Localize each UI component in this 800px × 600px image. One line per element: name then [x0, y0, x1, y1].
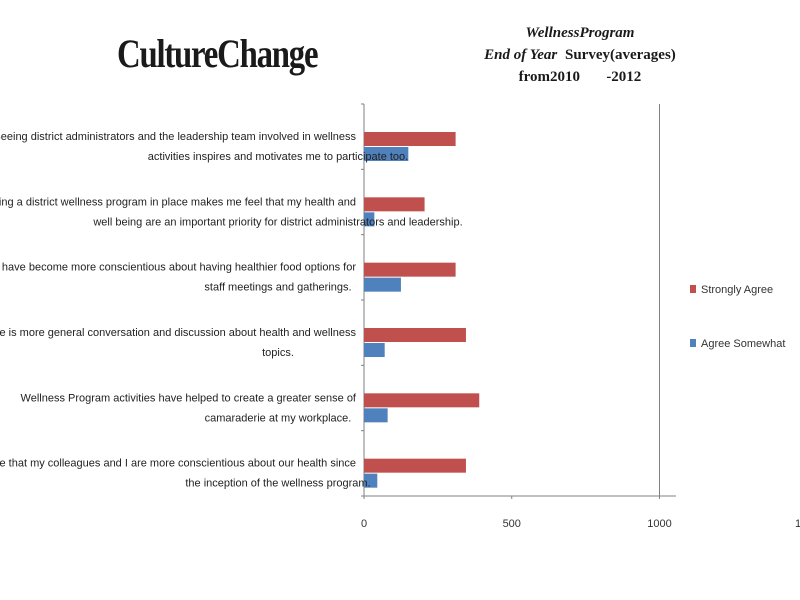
chart-title-line1: WellnessProgram	[525, 25, 635, 41]
bar-strongly-agree	[364, 393, 480, 408]
category-label-line1: Wellness Program activities have helped …	[21, 392, 357, 404]
chart-title-line3b: -2012	[606, 69, 642, 85]
legend-label-agree-somewhat: Agree Somewhat	[701, 338, 785, 350]
category-label-line1: I notice that my colleagues and I are mo…	[0, 458, 356, 470]
category-label-line1: Having a district wellness program in pl…	[0, 196, 356, 208]
x-tick-label: 1500	[795, 518, 800, 530]
category-label-line2: well being are an important priority for…	[92, 216, 462, 228]
bar-agree-somewhat	[364, 473, 378, 488]
chart-title-line3a: from2010	[518, 69, 581, 85]
x-tick-label: 1000	[647, 518, 671, 530]
bar-strongly-agree	[364, 262, 456, 277]
bar-agree-somewhat	[364, 277, 401, 292]
bar-agree-somewhat	[364, 212, 375, 227]
category-label-line1: Seeing district administrators and the l…	[0, 131, 356, 143]
slide-title: CultureChange	[117, 31, 319, 76]
category-label-line2: the inception of the wellness program.	[185, 478, 370, 490]
bar-agree-somewhat	[364, 408, 388, 423]
bar-strongly-agree	[364, 328, 466, 342]
legend-swatch-strongly-agree	[690, 285, 696, 293]
category-label-line2: staff meetings and gatherings.	[204, 282, 351, 294]
chart-title-line3: from2010 -2012	[460, 66, 700, 88]
legend-swatch-agree-somewhat	[690, 339, 696, 347]
x-tick-label: 500	[503, 518, 521, 530]
legend-label-strongly-agree: Strongly Agree	[701, 284, 773, 296]
bar-agree-somewhat	[364, 147, 409, 161]
category-label-line1: We have become more conscientious about …	[0, 262, 356, 274]
bar-strongly-agree	[364, 197, 425, 212]
chart-title-line2b: Survey(averages)	[565, 47, 676, 63]
bar-strongly-agree	[364, 132, 456, 146]
category-label-line2: camaraderie at my workplace.	[205, 412, 352, 424]
category-label-line1: There is more general conversation and d…	[0, 327, 356, 339]
category-label-line2: activities inspires and motivates me to …	[148, 151, 408, 163]
chart-title-line2: End of Year Survey(averages)	[460, 44, 700, 66]
x-tick-label: 0	[361, 518, 367, 530]
bar-strongly-agree	[364, 458, 466, 473]
chart-title-line2a: End of Year	[484, 47, 558, 63]
bar-agree-somewhat	[364, 343, 385, 357]
category-label-line2: topics.	[262, 347, 294, 359]
chart-title: WellnessProgram End of Year Survey(avera…	[460, 22, 700, 88]
